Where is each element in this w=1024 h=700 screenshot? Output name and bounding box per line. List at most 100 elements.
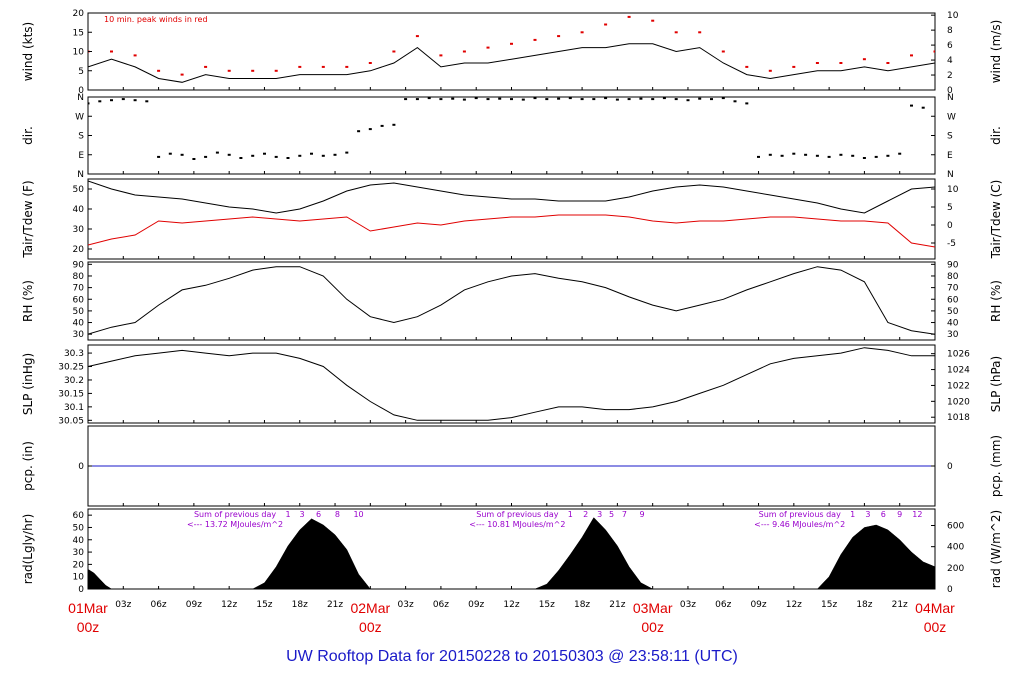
data-point — [933, 50, 935, 53]
y-tick-right-label: N — [947, 93, 954, 103]
y-tick-label: 90 — [73, 260, 85, 270]
rad-sum-label: Sum of previous day — [476, 510, 558, 519]
data-point — [545, 98, 549, 101]
y-tick-right-label: 0 — [947, 462, 953, 472]
data-point — [839, 62, 843, 64]
rad-hour-marker: 9 — [640, 510, 645, 519]
y-tick-right-label: 0 — [947, 86, 953, 96]
data-point — [357, 130, 361, 133]
data-point — [345, 65, 349, 68]
rad-hour-marker: 10 — [353, 510, 363, 519]
x-tick-label: 18z — [574, 600, 590, 610]
y-tick-right-label: 2 — [947, 71, 953, 81]
data-point — [827, 155, 831, 158]
data-point — [345, 151, 349, 154]
data-point — [604, 97, 608, 100]
y-tick-label: 20 — [73, 245, 85, 255]
data-point — [910, 54, 913, 57]
y-axis-label-right: wind (m/s) — [989, 20, 1003, 84]
panel-data — [88, 347, 935, 421]
y-tick-right-label: 50 — [947, 307, 959, 317]
rad-hour-marker: 1 — [568, 510, 573, 519]
y-tick-right-label: 60 — [947, 295, 959, 305]
x-tick-label: 03z — [680, 600, 696, 610]
y-tick-label: 30.15 — [58, 389, 84, 399]
data-point — [239, 157, 243, 159]
data-point — [380, 124, 384, 127]
data-point — [227, 153, 231, 156]
data-point — [298, 65, 302, 68]
panel-temp: 20 30 40 50 -5 0 5 10 Tair/Tdew (F) Tair/Tdew (C) — [21, 178, 1003, 260]
rad-sum-value: <--- 13.72 MJoules/m^2 — [187, 520, 283, 529]
data-point — [698, 31, 702, 34]
series-area — [88, 517, 935, 589]
x-tick-label: 15z — [256, 600, 272, 610]
rad-sum-value: <--- 10.81 MJoules/m^2 — [469, 520, 565, 529]
y-tick-right-label: 80 — [947, 272, 959, 282]
data-point — [768, 69, 772, 72]
x-tick-label: 21z — [892, 600, 908, 610]
data-point — [874, 155, 878, 158]
data-point — [568, 97, 572, 100]
data-point — [862, 58, 866, 61]
data-point — [686, 99, 690, 102]
x-date-label: 01Mar — [68, 600, 108, 616]
data-point — [627, 98, 631, 101]
y-tick-right-label: N — [947, 170, 954, 180]
data-point — [886, 62, 890, 64]
chart-title: UW Rooftop Data for 20150228 to 20150303… — [286, 648, 738, 665]
data-point — [451, 97, 455, 100]
data-point — [486, 46, 490, 49]
data-point — [392, 123, 396, 126]
data-point — [862, 157, 866, 159]
data-point — [462, 50, 466, 53]
data-point — [310, 152, 313, 155]
data-point — [510, 42, 513, 45]
rad-hour-marker: 3 — [865, 510, 870, 519]
data-point — [745, 102, 749, 105]
data-point — [215, 151, 219, 154]
y-tick-right-label: 8 — [947, 26, 953, 36]
data-point — [804, 153, 808, 156]
y-tick-label: 40 — [73, 205, 85, 215]
y-tick-right-label: 1022 — [947, 381, 970, 391]
series-line — [88, 266, 935, 335]
y-tick-label: 70 — [73, 284, 85, 294]
data-point — [321, 154, 325, 157]
y-axis-label: RH (%) — [21, 280, 35, 322]
y-tick-label: 15 — [73, 28, 84, 38]
data-point — [263, 152, 266, 155]
y-tick-label: 30 — [73, 330, 85, 340]
x-hour-label: 00z — [924, 619, 947, 635]
panel-pcp: 0 0 pcp. (in) pcp. (mm) — [21, 425, 1003, 507]
data-point — [674, 31, 678, 34]
data-point — [498, 97, 502, 100]
data-point — [792, 65, 796, 68]
y-tick-label: 50 — [73, 523, 85, 533]
y-tick-label: 30.2 — [64, 376, 84, 386]
rad-hour-marker: 3 — [300, 510, 305, 519]
y-tick-label: 10 — [73, 573, 85, 583]
x-tick-label: 21z — [609, 600, 625, 610]
y-tick-label: W — [75, 112, 84, 122]
panel-frame — [87, 96, 936, 175]
data-point — [721, 50, 725, 53]
data-point — [533, 38, 537, 41]
x-axis: 03z 06z 09z 12z 15z 18z 21z 03z 06z 09z 12z 15z 18z 2… — [68, 600, 955, 635]
data-point — [321, 65, 325, 68]
y-tick-label: 20 — [73, 9, 85, 19]
y-tick-right-label: 1018 — [947, 413, 970, 423]
rad-sum-label: Sum of previous day — [194, 510, 276, 519]
series-line — [88, 214, 935, 248]
data-point — [133, 99, 137, 102]
panel-data — [88, 517, 935, 589]
y-tick-right-label: 90 — [947, 260, 959, 270]
panel-wind: 0 5 10 15 20 0 2 4 6 8 10 wind (kts) wind (m/s) 10 mi… — [21, 9, 1003, 96]
y-axis-label-right: dir. — [989, 126, 1003, 145]
y-axis-label: pcp. (in) — [21, 441, 35, 491]
x-date-label: 03Mar — [633, 600, 673, 616]
data-point — [110, 50, 113, 53]
x-tick-label: 03z — [398, 600, 414, 610]
x-tick-label: 06z — [715, 600, 731, 610]
